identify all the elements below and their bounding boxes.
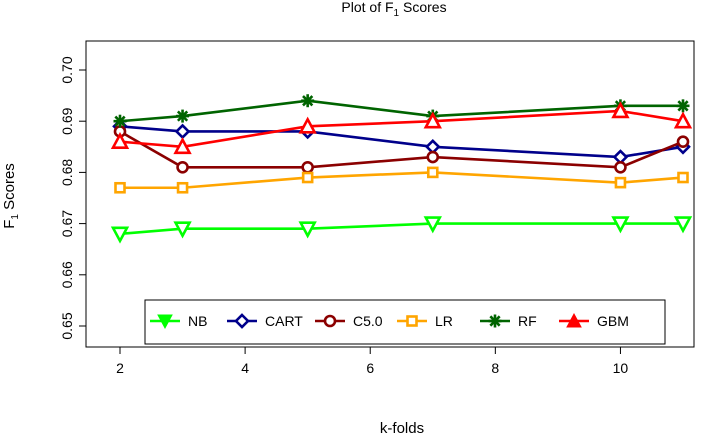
data-point-cart (174, 123, 191, 140)
data-point-lr (114, 181, 126, 194)
data-point-nb (611, 216, 630, 234)
data-point-c5-0 (176, 160, 189, 174)
legend-label-cart: CART (265, 313, 303, 329)
data-point-rf (176, 109, 190, 123)
data-point-nb (298, 221, 317, 239)
data-point-nb (173, 221, 192, 239)
data-point-rf (301, 94, 315, 108)
legend-label-c5-0: C5.0 (353, 313, 383, 329)
legend-item-gbm: GBM (559, 312, 629, 329)
data-point-lr (677, 171, 689, 184)
data-point-lr (426, 166, 439, 179)
data-point-c5-0 (426, 150, 440, 164)
series-line-rf (119, 99, 683, 123)
legend-marker-rf (488, 314, 502, 328)
legend-marker-nb (157, 314, 173, 330)
y-tick-label: 0.70 (59, 56, 75, 83)
data-point-gbm (673, 111, 693, 129)
data-point-nb (110, 226, 130, 244)
series-line-c5-0 (119, 130, 684, 169)
series-line-gbm (119, 109, 684, 149)
series-line-nb (119, 222, 683, 236)
data-point-rf (113, 114, 127, 128)
y-tick-label: 0.67 (59, 210, 75, 237)
y-axis-label-main: F (1, 220, 18, 229)
data-point-c5-0 (676, 135, 690, 148)
data-point-gbm (298, 116, 317, 134)
series-c5-0 (113, 125, 690, 174)
legend-item-rf: RF (480, 313, 537, 329)
data-point-nb (423, 216, 442, 234)
data-point-nb (673, 216, 693, 234)
data-point-lr (176, 181, 189, 194)
x-axis: 2 4 6 8 10 (116, 346, 629, 376)
y-tick-label: 0.69 (59, 107, 75, 134)
legend: NB CART C5.0 LR RF GBM (144, 299, 666, 345)
legend-label-gbm: GBM (597, 313, 629, 329)
x-tick-label: 6 (366, 360, 374, 376)
legend-marker-gbm (566, 312, 582, 328)
legend-label-rf: RF (518, 313, 537, 329)
legend-item-nb: NB (150, 313, 207, 330)
y-tick-label: 0.65 (59, 312, 75, 339)
legend-marker-cart (234, 313, 250, 329)
series-line-lr (120, 171, 684, 190)
data-point-lr (614, 176, 627, 189)
y-axis-label-subscript: 1 (10, 214, 21, 220)
legend-marker-lr (406, 315, 418, 327)
y-axis-label: F1 Scores (1, 163, 21, 229)
legend-item-c5-0: C5.0 (315, 313, 383, 329)
data-point-c5-0 (614, 160, 627, 174)
series-layer (110, 94, 693, 244)
chart-title-subscript: 1 (394, 8, 400, 19)
x-tick-label: 4 (241, 360, 249, 376)
series-gbm (110, 101, 693, 155)
data-point-rf (676, 99, 690, 113)
y-axis-label-suffix: Scores (1, 163, 18, 214)
y-axis: 0.65 0.66 0.67 0.68 0.69 0.70 (59, 56, 87, 340)
chart-title: Plot of F1 Scores (341, 0, 446, 19)
chart-title-main: Plot of F (341, 0, 393, 15)
x-tick-label: 2 (116, 360, 124, 376)
legend-label-lr: LR (435, 313, 453, 329)
chart-title-suffix: Scores (399, 0, 446, 15)
data-point-c5-0 (301, 160, 314, 174)
x-tick-label: 8 (491, 360, 499, 376)
y-tick-label: 0.68 (59, 159, 75, 186)
data-point-gbm (173, 137, 192, 155)
legend-item-lr: LR (397, 313, 453, 329)
data-point-gbm (611, 101, 630, 119)
x-tick-label: 10 (613, 360, 629, 376)
data-point-gbm (423, 111, 442, 129)
legend-label-nb: NB (188, 313, 207, 329)
series-lr (114, 166, 689, 194)
data-point-gbm (110, 131, 130, 149)
series-nb (110, 216, 693, 244)
y-tick-label: 0.66 (59, 261, 75, 288)
series-cart (112, 118, 691, 165)
x-axis-label: k-folds (380, 420, 424, 435)
legend-item-cart: CART (227, 313, 303, 329)
legend-marker-c5-0 (323, 314, 337, 328)
data-point-lr (301, 171, 314, 184)
series-line-cart (119, 125, 684, 159)
legend-items: NB CART C5.0 LR RF GBM (150, 312, 629, 330)
